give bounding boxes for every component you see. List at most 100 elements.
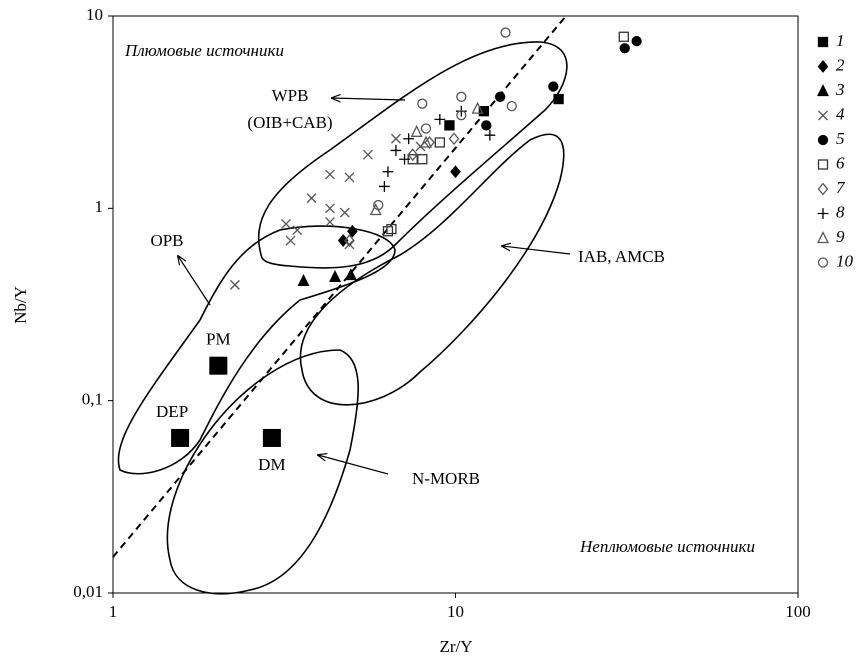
legend-label: 10 (836, 251, 854, 270)
legend-marker (817, 182, 829, 196)
point (619, 43, 630, 54)
point (382, 226, 394, 237)
point (506, 100, 517, 112)
reference-label: DEP (156, 402, 188, 421)
point (456, 110, 467, 121)
annotation: Неплюмовые источники (579, 537, 755, 556)
point (618, 31, 629, 42)
point (481, 120, 492, 131)
point (344, 172, 355, 183)
reference-label: PM (206, 330, 231, 349)
point (399, 153, 410, 165)
point (417, 98, 428, 109)
point (494, 91, 506, 102)
point (390, 133, 401, 144)
point (281, 218, 291, 229)
arrow (502, 246, 571, 255)
point (500, 27, 511, 38)
point (484, 129, 496, 141)
annotation: WPB (272, 86, 309, 105)
point (292, 225, 303, 236)
point (325, 216, 335, 227)
x-tick-label: 1 (109, 602, 118, 621)
annotation: Плюмовые источники (124, 41, 284, 60)
legend-marker (817, 159, 829, 170)
point (347, 224, 358, 238)
iab-field (299, 133, 565, 406)
point (434, 113, 446, 125)
legend-label: 2 (836, 55, 845, 74)
point (285, 235, 296, 246)
point (420, 123, 432, 134)
legend-label: 5 (836, 129, 845, 148)
x-tick-label: 100 (785, 602, 811, 621)
legend-marker (817, 36, 829, 48)
arrow (332, 98, 406, 100)
point (456, 91, 467, 102)
point (344, 234, 355, 247)
point (325, 203, 335, 214)
point (403, 133, 415, 145)
point (548, 81, 559, 92)
point (362, 149, 373, 160)
point (471, 101, 484, 114)
y-tick-label: 10 (86, 5, 103, 24)
legend-marker (816, 231, 830, 244)
point (448, 132, 460, 146)
point (407, 148, 419, 162)
reference-line (112, 15, 567, 558)
plot-frame (112, 15, 799, 594)
legend-label: 8 (836, 202, 845, 221)
point (410, 124, 423, 137)
point (478, 106, 490, 117)
point (378, 181, 390, 192)
y-tick-label: 0,1 (82, 390, 103, 409)
point (344, 268, 357, 281)
point (297, 273, 310, 286)
x-tick-label: 10 (447, 602, 464, 621)
point (386, 223, 397, 235)
legend-marker (817, 134, 829, 146)
arrow (178, 256, 211, 306)
point (339, 207, 350, 218)
legend-label: 3 (835, 80, 845, 99)
legend-marker (816, 84, 830, 97)
x-axis-label: Zr/Y (439, 637, 472, 656)
morb-field (166, 349, 359, 595)
y-tick-label: 0,01 (73, 582, 103, 601)
point (444, 120, 455, 131)
point (329, 270, 342, 283)
reference-point (171, 428, 190, 447)
point (382, 166, 394, 178)
point (417, 154, 428, 165)
legend-marker (818, 110, 828, 121)
arrow (318, 455, 389, 475)
legend-marker (817, 60, 829, 73)
point (344, 239, 355, 250)
annotation: N-MORB (412, 469, 480, 488)
legend-marker (817, 208, 829, 219)
legend-label: 6 (836, 153, 845, 172)
point (631, 36, 642, 47)
opb-field (117, 225, 396, 475)
legend-marker (817, 257, 829, 268)
annotation: OPB (150, 231, 183, 250)
legend-label: 4 (836, 104, 845, 123)
reference-point (262, 428, 281, 447)
point (419, 135, 432, 148)
legend-label: 1 (836, 31, 845, 50)
legend-label: 9 (836, 227, 845, 246)
point (373, 199, 384, 211)
point (434, 137, 445, 148)
point (390, 145, 402, 156)
legend-label: 7 (836, 178, 846, 197)
reference-point (209, 356, 228, 375)
annotation: (OIB+CAB) (247, 113, 332, 132)
point (450, 165, 461, 179)
annotation: IAB, AMCB (578, 247, 665, 266)
y-axis-label: Nb/Y (11, 286, 30, 324)
point (325, 169, 335, 180)
point (553, 93, 564, 105)
reference-label: DM (258, 455, 285, 474)
